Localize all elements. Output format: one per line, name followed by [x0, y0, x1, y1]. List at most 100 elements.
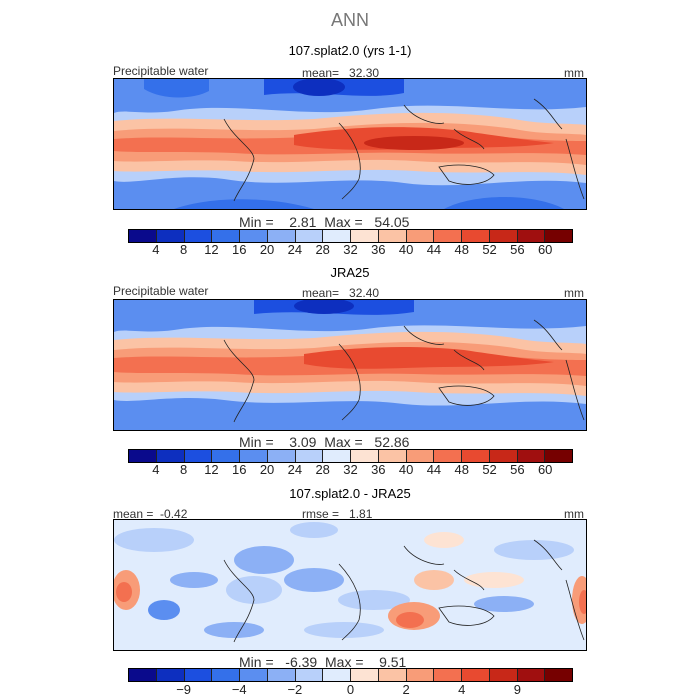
- colorbar-tick-label: −2: [287, 682, 303, 697]
- colorbar-swatch: [212, 450, 240, 462]
- panel-1-colorbar: [128, 229, 573, 243]
- colorbar-swatch: [545, 230, 572, 242]
- colorbar-swatch: [240, 669, 268, 681]
- colorbar-swatch: [156, 669, 185, 681]
- panel-1-minmax: Min = 2.81 Max = 54.05: [239, 214, 409, 230]
- panel-3-rmse: rmse = 1.81: [302, 507, 372, 521]
- panel-1-min-label: Min =: [239, 214, 274, 230]
- colorbar-swatch: [489, 230, 518, 242]
- panel-2-minmax: Min = 3.09 Max = 52.86: [239, 434, 409, 450]
- panel-1-units: mm: [564, 66, 584, 80]
- panel-3-colorbar: [128, 668, 573, 682]
- colorbar-swatch: [295, 669, 324, 681]
- colorbar-swatch: [351, 669, 379, 681]
- colorbar-swatch: [129, 450, 157, 462]
- panel-3-rmse-label: rmse =: [302, 507, 340, 521]
- panel-1-map: [113, 78, 587, 210]
- panel-2-map: [113, 299, 587, 431]
- panel-2-min-label: Min =: [239, 434, 274, 450]
- colorbar-tick-label: 48: [454, 462, 469, 477]
- colorbar-tick-label: 60: [537, 462, 553, 477]
- panel-2-title: JRA25: [330, 265, 370, 280]
- panel-3-minmax: Min = -6.39 Max = 9.51: [239, 654, 406, 670]
- figure-title: ANN: [330, 10, 369, 30]
- colorbar-swatch: [406, 669, 435, 681]
- colorbar-tick-label: 52: [482, 242, 497, 257]
- colorbar-tick-label: 44: [426, 462, 442, 477]
- panel-2-colorbar: [128, 449, 573, 463]
- colorbar-swatch: [212, 669, 240, 681]
- colorbar-tick-label: 8: [180, 462, 188, 477]
- colorbar-swatch: [517, 230, 546, 242]
- colorbar-tick-label: 16: [232, 462, 247, 477]
- colorbar-tick-label: 24: [287, 462, 303, 477]
- panel-3-mean-value: -0.42: [160, 507, 188, 521]
- colorbar-swatch: [462, 450, 490, 462]
- colorbar-swatch: [462, 669, 490, 681]
- colorbar-tick-label: 4: [152, 242, 160, 257]
- panel-3-map-svg: [114, 520, 586, 650]
- colorbar-tick-label: 28: [315, 462, 330, 477]
- colorbar-swatch: [545, 450, 572, 462]
- colorbar-swatch: [378, 230, 407, 242]
- panel-2-mean: mean= 32.40: [302, 286, 379, 300]
- colorbar-swatch: [156, 230, 185, 242]
- panel-1-min-value: 2.81: [289, 214, 317, 230]
- colorbar-swatch: [406, 230, 435, 242]
- colorbar-tick-label: 48: [454, 242, 469, 257]
- colorbar-tick-label: 4: [458, 682, 466, 697]
- panel-3-max-label: Max =: [325, 654, 364, 670]
- colorbar-tick-label: 12: [204, 242, 219, 257]
- colorbar-tick-label: 40: [398, 462, 414, 477]
- colorbar-tick-label: 28: [315, 242, 330, 257]
- colorbar-swatch: [212, 230, 240, 242]
- colorbar-tick-label: 16: [232, 242, 247, 257]
- colorbar-tick-label: 44: [426, 242, 442, 257]
- panel-1-map-svg: [114, 79, 586, 209]
- colorbar-swatch: [184, 669, 213, 681]
- panel-3-units: mm: [564, 507, 584, 521]
- colorbar-swatch: [434, 450, 462, 462]
- colorbar-tick-label: 40: [398, 242, 414, 257]
- colorbar-swatch: [267, 230, 296, 242]
- colorbar-tick-label: 52: [482, 462, 497, 477]
- panel-3-rmse-value: 1.81: [349, 507, 373, 521]
- colorbar-swatch: [267, 450, 296, 462]
- colorbar-tick-label: 60: [537, 242, 553, 257]
- colorbar-tick-label: 20: [259, 242, 275, 257]
- colorbar-swatch: [184, 450, 213, 462]
- colorbar-tick-label: 9: [513, 682, 521, 697]
- panel-2-mean-label: mean=: [302, 286, 340, 300]
- colorbar-tick-label: 56: [510, 462, 525, 477]
- colorbar-tick-label: 8: [180, 242, 188, 257]
- panel-3-mean: mean = -0.42: [113, 507, 187, 521]
- colorbar-tick-label: 0: [346, 682, 355, 697]
- colorbar-swatch: [434, 230, 462, 242]
- panel-1-max-label: Max =: [324, 214, 363, 230]
- colorbar-swatch: [129, 230, 157, 242]
- colorbar-swatch: [545, 669, 572, 681]
- panel-3-title: 107.splat2.0 - JRA25: [289, 486, 411, 501]
- colorbar-tick-label: 4: [152, 462, 160, 477]
- panel-3-min-value: -6.39: [285, 654, 318, 670]
- panel-3-map: [113, 519, 587, 651]
- panel-1-variable-label: Precipitable water: [113, 64, 209, 78]
- colorbar-swatch: [323, 669, 351, 681]
- colorbar-swatch: [323, 450, 351, 462]
- colorbar-swatch: [378, 669, 407, 681]
- colorbar-tick-label: 24: [287, 242, 303, 257]
- colorbar-tick-label: −9: [176, 682, 192, 697]
- colorbar-swatch: [323, 230, 351, 242]
- panel-3-max-value: 9.51: [379, 654, 407, 670]
- panel-2-max-label: Max =: [324, 434, 363, 450]
- panel-1-mean: mean= 32.30: [302, 66, 379, 80]
- colorbar-tick-label: 32: [343, 462, 358, 477]
- panel-1-mean-label: mean=: [302, 66, 340, 80]
- colorbar-swatch: [295, 230, 324, 242]
- colorbar-tick-label: 36: [371, 242, 386, 257]
- colorbar-swatch: [240, 450, 268, 462]
- panel-1-max-value: 54.05: [374, 214, 410, 230]
- panel-2-min-value: 3.09: [289, 434, 317, 450]
- colorbar-swatch: [240, 230, 268, 242]
- colorbar-swatch: [378, 450, 407, 462]
